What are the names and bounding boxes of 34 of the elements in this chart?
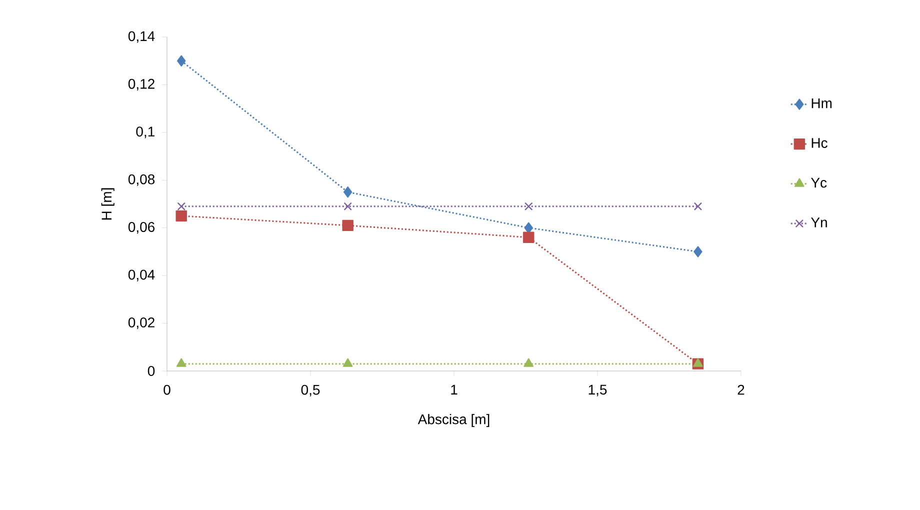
y-tick-label: 0,14	[128, 31, 155, 43]
point	[694, 202, 702, 211]
point	[344, 202, 352, 211]
y-tick-label: 0,06	[128, 222, 155, 234]
point	[177, 55, 186, 66]
point	[694, 246, 702, 258]
y-tick-label: 0,12	[128, 78, 154, 90]
point	[342, 220, 354, 232]
point	[524, 358, 534, 367]
legend-label: Hc	[812, 138, 828, 148]
point	[693, 358, 703, 367]
x-axis-title: Abscisa [m]	[418, 414, 490, 427]
x-tick-label: 0,5	[301, 384, 320, 396]
point	[177, 202, 186, 211]
y-tick-label: 0	[148, 366, 155, 376]
x-tick-label: 1	[451, 384, 458, 394]
point	[523, 232, 534, 243]
y-tick-label: 0,08	[128, 174, 155, 186]
y-tick-label: 0,04	[128, 270, 155, 282]
x-tick-label: 2	[738, 384, 744, 395]
legend-label: Hm	[812, 98, 832, 108]
y-tick-label: 0,1	[136, 126, 154, 138]
point	[342, 358, 353, 367]
point	[524, 202, 533, 211]
point	[176, 210, 187, 222]
point	[524, 222, 533, 234]
legend-label: Yc	[811, 178, 827, 188]
point	[176, 358, 186, 367]
legend-label: Yn	[811, 218, 827, 228]
y-tick-label: 0,02	[128, 317, 154, 330]
x-tick-label: 0	[164, 384, 170, 395]
x-tick-label: 1,5	[588, 384, 607, 396]
y-axis-title: H [m]	[101, 188, 114, 220]
point	[343, 186, 352, 198]
